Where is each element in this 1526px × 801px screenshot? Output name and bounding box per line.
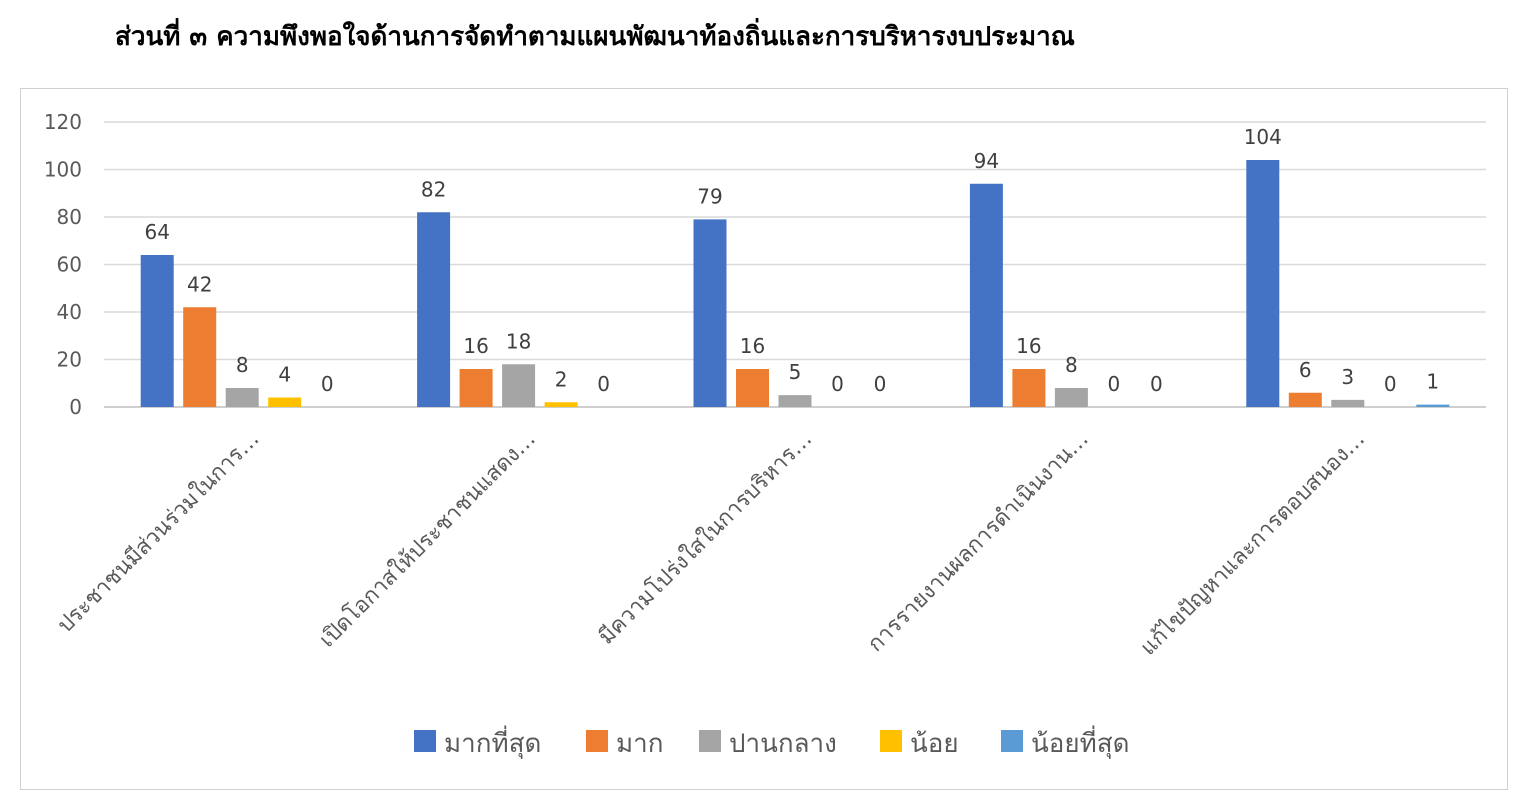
data-label: 0 (874, 372, 887, 396)
data-label: 0 (1150, 372, 1163, 396)
bar (1416, 404, 1450, 407)
data-label: 5 (789, 360, 802, 384)
data-label: 0 (831, 372, 844, 396)
y-tick-label: 40 (57, 300, 82, 324)
bar (1288, 392, 1322, 407)
bar (544, 402, 578, 407)
data-label: 42 (187, 272, 212, 296)
bar (225, 388, 259, 407)
bar (1054, 388, 1088, 407)
legend-label: มาก (616, 729, 663, 759)
data-label: 3 (1341, 365, 1354, 389)
data-label: 104 (1244, 125, 1282, 149)
bar (183, 307, 217, 407)
x-category-label: มีความโปร่งใสในการบริหาร… (593, 426, 817, 650)
data-label: 0 (597, 372, 610, 396)
y-tick-label: 60 (57, 253, 82, 277)
bar (969, 183, 1003, 407)
bar (1012, 369, 1046, 407)
legend-label: น้อย (910, 729, 959, 759)
bar (417, 212, 451, 407)
chart-title: ส่วนที่ ๓ ความพึงพอใจด้านการจัดทำตามแผนพ… (115, 22, 1075, 52)
data-label: 79 (697, 184, 722, 208)
chart-frame (20, 88, 1508, 790)
data-label: 94 (974, 149, 999, 173)
data-label: 0 (321, 372, 334, 396)
data-label: 16 (740, 334, 765, 358)
bar (1246, 160, 1280, 407)
bar (459, 369, 493, 407)
bar (268, 397, 302, 407)
bar (140, 255, 174, 407)
legend-swatch (1001, 730, 1023, 752)
legend-label: น้อยที่สุด (1031, 725, 1130, 759)
data-label: 8 (1065, 353, 1078, 377)
legend-label: มากที่สุด (444, 725, 541, 759)
y-tick-label: 100 (44, 158, 82, 182)
x-category-label: ประชาชนมีส่วนร่วมในการ… (52, 426, 264, 638)
legend-swatch (880, 730, 902, 752)
bars (140, 160, 1450, 407)
legend-swatch (699, 730, 721, 752)
bar (693, 219, 727, 407)
x-category-label: การรายงานผลการดำเนินงาน… (863, 427, 1093, 657)
y-tick-label: 0 (69, 395, 82, 419)
bar (502, 364, 536, 407)
bar (736, 369, 769, 407)
y-axis: 0 20 40 60 80 100 120 (44, 110, 82, 419)
data-label: 0 (1384, 372, 1397, 396)
data-label: 18 (506, 329, 531, 353)
x-axis: ประชาชนมีส่วนร่วมในการ… เปิดโอกาสให้ประชา… (52, 426, 1370, 661)
legend-swatch (586, 730, 608, 752)
legend-label: ปานกลาง (729, 729, 837, 759)
y-tick-label: 80 (57, 205, 82, 229)
x-category-label: แก้ไขปัญหาและการตอบสนอง… (1135, 426, 1370, 661)
data-label: 16 (1016, 334, 1041, 358)
data-label: 2 (555, 367, 568, 391)
data-label: 82 (421, 177, 446, 201)
bar (778, 395, 812, 407)
data-label: 1 (1426, 370, 1439, 394)
legend: มากที่สุด มาก ปานกลาง น้อย น้อยที่สุด (414, 725, 1130, 759)
data-label: 4 (278, 363, 291, 387)
data-label: 8 (236, 353, 249, 377)
data-label: 6 (1299, 358, 1312, 382)
data-label: 16 (463, 334, 488, 358)
data-label: 0 (1108, 372, 1121, 396)
y-tick-label: 20 (57, 348, 82, 372)
bar (1331, 399, 1365, 407)
x-category-label: เปิดโอกาสให้ประชาชนแสดง… (314, 426, 541, 653)
legend-swatch (414, 730, 436, 752)
data-label: 64 (144, 220, 169, 244)
y-tick-label: 120 (44, 110, 82, 134)
